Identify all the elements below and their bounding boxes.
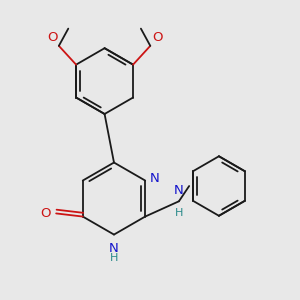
Text: H: H <box>175 208 183 218</box>
Text: H: H <box>110 253 118 263</box>
Text: O: O <box>152 31 162 44</box>
Text: N: N <box>150 172 160 185</box>
Text: N: N <box>109 242 119 255</box>
Text: N: N <box>174 184 184 196</box>
Text: O: O <box>47 31 57 44</box>
Text: O: O <box>40 207 50 220</box>
